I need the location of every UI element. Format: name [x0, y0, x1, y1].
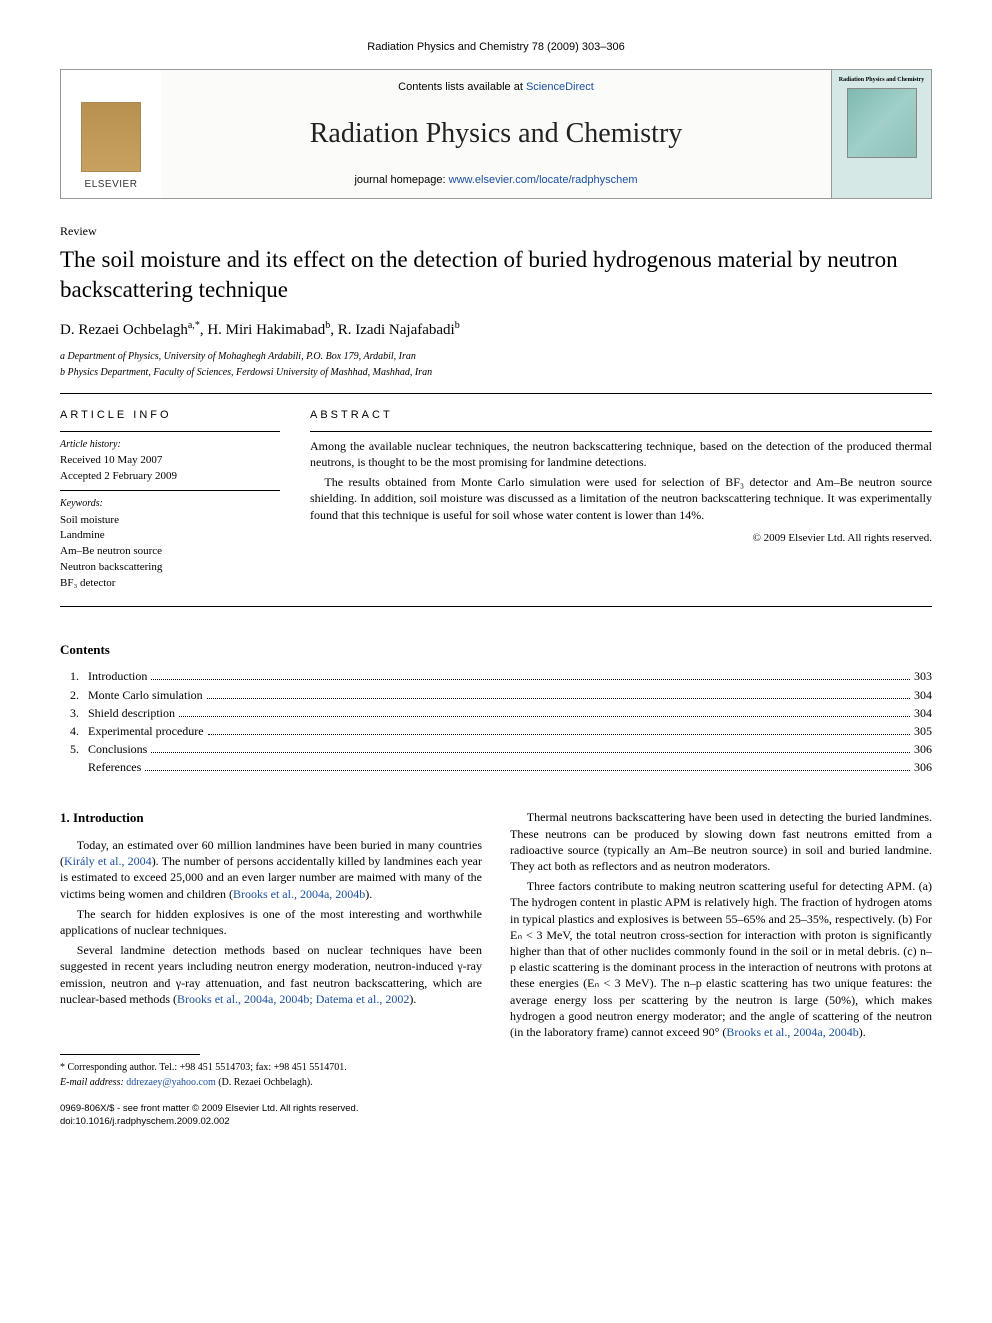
table-of-contents: 1.Introduction 303 2.Monte Carlo simulatio…: [60, 668, 932, 775]
toc-page: 305: [914, 723, 932, 739]
citation-link[interactable]: Király et al., 2004: [64, 854, 152, 868]
body-para: Today, an estimated over 60 million land…: [60, 837, 482, 902]
homepage-prefix: journal homepage:: [354, 174, 448, 186]
divider: [60, 606, 932, 607]
body-para: Three factors contribute to making neutr…: [510, 878, 932, 1040]
toc-leader-dots: [179, 716, 910, 717]
journal-title: Radiation Physics and Chemistry: [310, 115, 683, 153]
toc-leader-dots: [151, 752, 910, 753]
toc-number: 5.: [60, 741, 88, 757]
author-1: D. Rezaei Ochbelagh: [60, 322, 188, 338]
body-para: The search for hidden explosives is one …: [60, 906, 482, 938]
toc-number: 1.: [60, 668, 88, 684]
toc-row[interactable]: References 306: [60, 759, 932, 775]
toc-leader-dots: [151, 679, 910, 680]
info-abstract-row: ARTICLE INFO Article history: Received 1…: [60, 408, 932, 592]
abstract-para: Among the available nuclear techniques, …: [310, 438, 932, 470]
toc-page: 306: [914, 741, 932, 757]
keyword: Neutron backscattering: [60, 560, 280, 575]
article-info-head: ARTICLE INFO: [60, 408, 280, 423]
citation-link[interactable]: Brooks et al., 2004a, 2004b; Datema et a…: [177, 992, 409, 1006]
footnote-divider: [60, 1054, 200, 1055]
sciencedirect-link[interactable]: ScienceDirect: [526, 81, 594, 93]
keyword: Am–Be neutron source: [60, 544, 280, 559]
toc-label: References: [88, 759, 141, 775]
toc-number: 2.: [60, 687, 88, 703]
divider: [60, 393, 932, 394]
toc-row[interactable]: 5.Conclusions 306: [60, 741, 932, 757]
doi-line: doi:10.1016/j.radphyschem.2009.02.002: [60, 1116, 932, 1129]
toc-number: 3.: [60, 705, 88, 721]
footer-block: 0969-806X/$ - see front matter © 2009 El…: [60, 1103, 932, 1129]
history-label: Article history:: [60, 438, 280, 452]
publisher-name: ELSEVIER: [85, 178, 138, 192]
toc-row[interactable]: 1.Introduction 303: [60, 668, 932, 684]
contents-prefix: Contents lists available at: [398, 81, 526, 93]
cover-journal-title: Radiation Physics and Chemistry: [839, 76, 925, 84]
toc-label: Shield description: [88, 705, 175, 721]
body-para: Thermal neutrons backscattering have bee…: [510, 809, 932, 874]
citation-link[interactable]: Brooks et al., 2004a, 2004b: [233, 887, 365, 901]
contents-heading: Contents: [60, 641, 932, 659]
homepage-link[interactable]: www.elsevier.com/locate/radphyschem: [449, 174, 638, 186]
toc-leader-dots: [207, 698, 910, 699]
author-list: D. Rezaei Ochbelagha,*, H. Miri Hakimaba…: [60, 319, 932, 340]
toc-page: 304: [914, 687, 932, 703]
affiliation-b: b Physics Department, Faculty of Science…: [60, 366, 932, 380]
journal-banner: ELSEVIER Contents lists available at Sci…: [60, 69, 932, 199]
accepted-date: Accepted 2 February 2009: [60, 469, 280, 484]
author-1-affil: a,: [188, 320, 195, 331]
front-matter-line: 0969-806X/$ - see front matter © 2009 El…: [60, 1103, 932, 1116]
author-3: , R. Izadi Najafabadi: [330, 322, 455, 338]
toc-label: Monte Carlo simulation: [88, 687, 203, 703]
abstract-para: The results obtained from Monte Carlo si…: [310, 474, 932, 523]
article-type-label: Review: [60, 223, 932, 239]
email-suffix: (D. Rezaei Ochbelagh).: [216, 1077, 313, 1088]
toc-row[interactable]: 3.Shield description 304: [60, 705, 932, 721]
affiliation-a: a Department of Physics, University of M…: [60, 350, 932, 364]
toc-number: 4.: [60, 723, 88, 739]
toc-page: 304: [914, 705, 932, 721]
body-para: Several landmine detection methods based…: [60, 942, 482, 1007]
author-3-affil: b: [455, 320, 460, 331]
received-date: Received 10 May 2007: [60, 453, 280, 468]
toc-leader-dots: [145, 770, 910, 771]
keyword: Soil moisture: [60, 513, 280, 528]
running-header: Radiation Physics and Chemistry 78 (2009…: [60, 40, 932, 55]
toc-label: Experimental procedure: [88, 723, 204, 739]
elsevier-tree-icon: [81, 102, 141, 172]
abstract-head: ABSTRACT: [310, 408, 932, 423]
corresponding-author-note: * Corresponding author. Tel.: +98 451 55…: [60, 1061, 932, 1075]
author-email-link[interactable]: ddrezaey@yahoo.com: [126, 1077, 215, 1088]
article-info-column: ARTICLE INFO Article history: Received 1…: [60, 408, 280, 592]
article-title: The soil moisture and its effect on the …: [60, 245, 932, 305]
contents-available-line: Contents lists available at ScienceDirec…: [398, 80, 594, 95]
keywords-label: Keywords:: [60, 497, 280, 511]
abstract-copyright: © 2009 Elsevier Ltd. All rights reserved…: [310, 531, 932, 546]
cover-thumbnail: [847, 88, 917, 158]
abstract-column: ABSTRACT Among the available nuclear tec…: [310, 408, 932, 592]
toc-page: 303: [914, 668, 932, 684]
author-2: , H. Miri Hakimabad: [200, 322, 325, 338]
toc-row[interactable]: 2.Monte Carlo simulation 304: [60, 687, 932, 703]
journal-cover: Radiation Physics and Chemistry: [831, 70, 931, 198]
banner-center: Contents lists available at ScienceDirec…: [161, 70, 831, 198]
email-line: E-mail address: ddrezaey@yahoo.com (D. R…: [60, 1076, 932, 1090]
homepage-line: journal homepage: www.elsevier.com/locat…: [354, 173, 637, 188]
body-two-column: 1. Introduction Today, an estimated over…: [60, 809, 932, 1040]
toc-page: 306: [914, 759, 932, 775]
toc-label: Introduction: [88, 668, 147, 684]
section-1-head: 1. Introduction: [60, 809, 482, 827]
toc-label: Conclusions: [88, 741, 147, 757]
toc-leader-dots: [208, 734, 910, 735]
toc-row[interactable]: 4.Experimental procedure 305: [60, 723, 932, 739]
keyword: Landmine: [60, 528, 280, 543]
email-label: E-mail address:: [60, 1077, 126, 1088]
publisher-block: ELSEVIER: [61, 70, 161, 198]
keyword: BF₃ detector: [60, 576, 280, 591]
citation-link[interactable]: Brooks et al., 2004a, 2004b: [726, 1025, 858, 1039]
